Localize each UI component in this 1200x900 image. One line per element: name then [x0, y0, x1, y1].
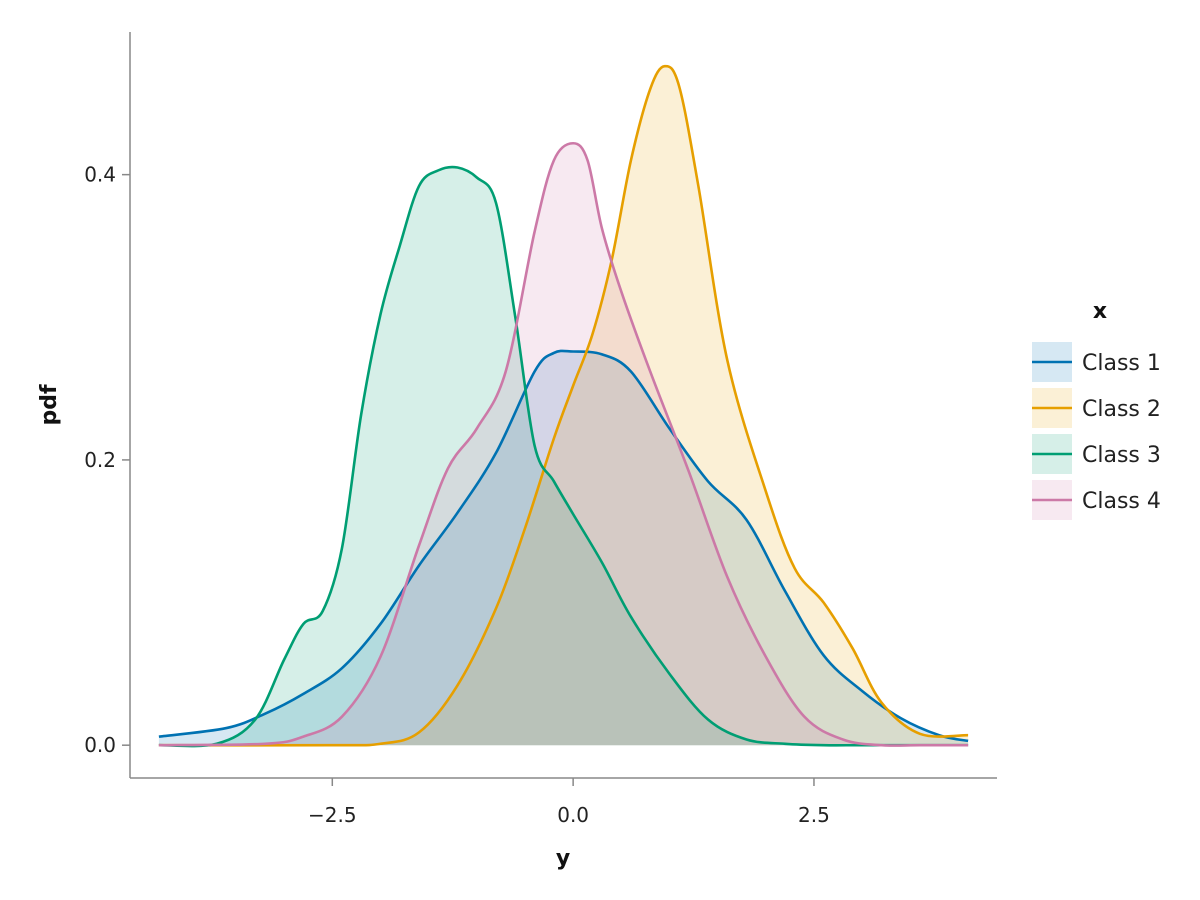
legend-title: x	[1093, 299, 1107, 324]
line-series-4	[158, 141, 969, 747]
legend-items: Class 1 Class 2 Class 3 Class 4	[1032, 342, 1161, 520]
line-series-1	[158, 349, 969, 743]
legend-label: Class 2	[1082, 397, 1161, 422]
area-series-2	[158, 66, 969, 746]
area-series-3	[158, 167, 969, 747]
legend-label: Class 3	[1082, 443, 1161, 468]
y-ticks: 0.0 0.2 0.4	[84, 163, 130, 757]
legend-label: Class 4	[1082, 489, 1161, 514]
y-axis-title: pdf	[37, 384, 62, 425]
area-series-4	[158, 143, 969, 746]
line-series-2	[158, 64, 969, 747]
y-tick-label: 0.0	[84, 733, 116, 757]
line-series-3	[158, 165, 969, 748]
legend-label: Class 1	[1082, 351, 1161, 376]
x-tick-label: 2.5	[798, 803, 830, 827]
density-areas	[158, 66, 969, 747]
y-tick-label: 0.2	[84, 448, 116, 472]
y-tick-label: 0.4	[84, 163, 116, 187]
legend: x Class 1 Class 2 Class 3 Class 4	[1032, 299, 1161, 520]
density-lines	[158, 64, 969, 748]
x-tick-label: −2.5	[308, 803, 357, 827]
area-series-1	[158, 350, 969, 746]
x-ticks: −2.5 0.0 2.5	[308, 778, 830, 827]
x-axis-title: y	[556, 846, 570, 871]
x-tick-label: 0.0	[557, 803, 589, 827]
